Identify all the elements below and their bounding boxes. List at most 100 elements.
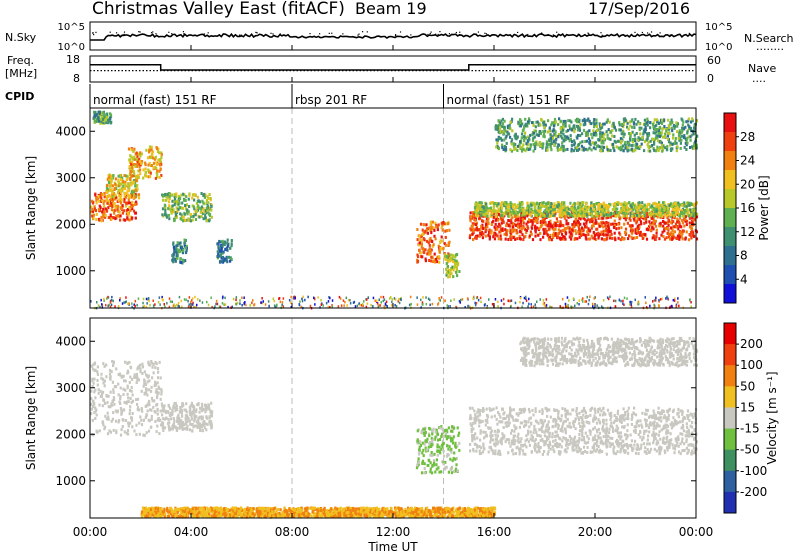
power-cell — [566, 147, 569, 151]
power-cell — [675, 141, 678, 145]
velocity-cell — [133, 373, 136, 377]
power-cell — [356, 304, 359, 308]
power-cell — [92, 216, 95, 220]
power-cell — [164, 198, 167, 202]
velocity-cell — [152, 363, 155, 366]
power-cell — [651, 225, 654, 229]
power-cell — [642, 232, 645, 236]
power-cell — [524, 131, 527, 135]
velocity-cell — [150, 396, 154, 400]
power-cell — [524, 212, 527, 216]
noise-search-point — [95, 31, 97, 33]
power-cell — [503, 138, 506, 142]
power-cell — [579, 217, 582, 221]
power-cell — [631, 130, 634, 134]
power-cell — [635, 221, 638, 225]
power-cell — [120, 207, 123, 211]
power-cell — [678, 138, 681, 142]
velocity-cell — [154, 383, 157, 387]
power-cell — [530, 219, 533, 223]
power-cell — [179, 249, 182, 253]
velocity-cell — [126, 362, 129, 366]
power-cell — [531, 238, 535, 242]
power-cell — [394, 304, 396, 307]
power-cell — [671, 147, 674, 151]
power-cell — [622, 203, 626, 207]
power-cell — [122, 184, 125, 188]
power-cell — [107, 216, 110, 220]
power-cell — [112, 216, 115, 220]
power-cell — [515, 229, 518, 232]
power-cell — [207, 303, 210, 307]
velocity-cell — [144, 405, 147, 408]
power-cell — [661, 214, 664, 218]
power-cell — [475, 212, 478, 216]
power-cell — [329, 296, 331, 300]
power-cell — [471, 232, 474, 236]
power-cell — [508, 205, 511, 209]
power-cell — [383, 305, 385, 308]
power-cell — [241, 304, 243, 307]
power-cell — [660, 122, 664, 126]
power-cell — [100, 219, 103, 223]
power-cell — [508, 123, 511, 127]
power-cell — [130, 148, 133, 152]
power-cell — [643, 203, 646, 207]
power-cell — [605, 216, 608, 220]
power-cell — [158, 176, 161, 179]
power-cell — [113, 187, 117, 191]
noise-search-point — [152, 31, 154, 33]
power-cell — [662, 220, 665, 223]
power-cell — [564, 216, 567, 220]
noise-search-point — [646, 32, 649, 34]
velocity-cell — [141, 372, 144, 375]
power-cell — [679, 211, 682, 215]
power-cell — [515, 218, 518, 221]
power-cell — [121, 204, 124, 208]
velocity-cell — [103, 364, 106, 368]
power-cell — [542, 120, 546, 124]
power-cell — [473, 222, 476, 226]
velocity-cell — [148, 388, 151, 392]
power-cell — [646, 211, 649, 215]
power-cell — [575, 208, 578, 212]
power-cell — [598, 145, 601, 149]
power-cell — [536, 143, 540, 147]
velocity-cell — [107, 417, 110, 421]
power-cell — [129, 181, 133, 185]
power-cell — [124, 204, 128, 208]
power-cell — [581, 203, 584, 207]
power-cell — [585, 206, 588, 210]
power-cell — [420, 298, 422, 302]
velocity-cell — [140, 389, 143, 393]
power-cell — [189, 306, 191, 309]
power-cell — [565, 135, 568, 139]
power-cell — [511, 129, 514, 133]
power-cell — [598, 138, 601, 142]
power-cell — [661, 118, 664, 122]
power-cell — [667, 138, 670, 141]
power-colorbar-swatch — [724, 208, 736, 228]
velocity-cell — [135, 372, 138, 376]
power-cell — [495, 203, 498, 207]
power-cell — [535, 220, 538, 224]
power-cell — [523, 208, 526, 212]
power-cell — [124, 301, 126, 304]
power-cell — [585, 225, 588, 229]
power-cell — [164, 305, 166, 308]
power-cell — [150, 148, 153, 152]
power-cell — [570, 120, 573, 124]
power-cell — [548, 142, 552, 146]
power-cell — [576, 219, 579, 223]
power-cell — [447, 275, 450, 279]
power-cell — [630, 305, 633, 308]
power-cell — [148, 161, 151, 165]
power-cell — [620, 226, 623, 230]
power-cell — [613, 207, 616, 211]
power-cell — [679, 146, 682, 150]
power-cell — [225, 258, 228, 262]
power-cell — [579, 212, 582, 215]
power-cell — [589, 218, 592, 222]
power-cell — [453, 298, 455, 301]
power-cell — [416, 238, 419, 242]
